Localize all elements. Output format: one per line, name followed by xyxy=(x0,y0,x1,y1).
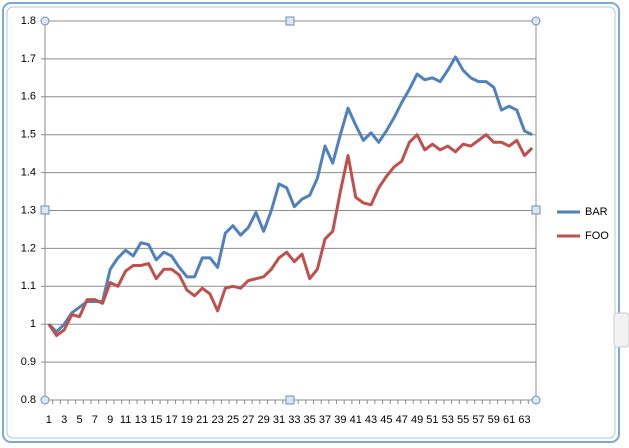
x-tick-label: 55 xyxy=(457,414,469,426)
x-tick-label: 41 xyxy=(350,414,362,426)
handle[interactable] xyxy=(531,16,541,26)
x-tick-label: 45 xyxy=(380,414,392,426)
legend-label: FOO xyxy=(585,230,609,242)
y-tick-label: 1.6 xyxy=(21,91,36,103)
x-tick-label: 27 xyxy=(242,414,254,426)
y-tick-label: 1 xyxy=(30,318,36,330)
series-line xyxy=(47,133,534,338)
handles xyxy=(40,16,541,405)
x-tick-label: 1 xyxy=(46,414,52,426)
x-tick-label: 3 xyxy=(61,414,67,426)
handle[interactable] xyxy=(531,205,541,215)
x-tick-label: 19 xyxy=(181,414,193,426)
x-tick-label: 63 xyxy=(518,414,530,426)
x-tick-label: 37 xyxy=(319,414,331,426)
x-tick-label: 53 xyxy=(442,414,454,426)
x-tick-label: 7 xyxy=(92,414,98,426)
handle[interactable] xyxy=(40,16,50,26)
y-tick-label: 1.1 xyxy=(21,280,36,292)
handle[interactable] xyxy=(285,16,295,26)
selection-frame-inner xyxy=(6,6,616,439)
x-tick-label: 15 xyxy=(150,414,162,426)
y-tick-label: 0.8 xyxy=(21,394,36,406)
y-tick-label: 1.2 xyxy=(21,242,36,254)
x-tick-label: 11 xyxy=(120,414,131,426)
y-tick-label: 1.3 xyxy=(21,204,36,216)
x-tick-label: 59 xyxy=(488,414,500,426)
y-tick-label: 1.4 xyxy=(21,167,36,179)
handle[interactable] xyxy=(40,205,50,215)
x-tick-label: 25 xyxy=(227,414,239,426)
plot-area: 0.80.911.11.21.31.41.51.61.71.81 3 5 7 9 11 13… xyxy=(21,15,610,426)
x-tick-label: 49 xyxy=(411,414,423,426)
y-tick-label: 1.5 xyxy=(21,129,36,141)
x-tick-label: 31 xyxy=(273,414,285,426)
x-tick-label: 21 xyxy=(196,414,208,426)
x-tick-label: 29 xyxy=(258,414,270,426)
legend-label: BAR xyxy=(585,206,608,218)
x-tick-label: 43 xyxy=(365,414,377,426)
x-tick-label: 9 xyxy=(107,414,113,426)
x-tick-label: 33 xyxy=(288,414,300,426)
x-tick-label: 35 xyxy=(304,414,316,426)
x-tick-label: 51 xyxy=(426,414,438,426)
handle[interactable] xyxy=(40,395,50,405)
handle[interactable] xyxy=(285,395,295,405)
x-tick-label: 23 xyxy=(211,414,223,426)
series-line xyxy=(47,55,533,334)
x-tick-label: 47 xyxy=(396,414,408,426)
y-tick-label: 0.9 xyxy=(21,356,36,368)
y-tick-label: 1.8 xyxy=(21,15,36,27)
scroll-handle[interactable] xyxy=(613,312,629,348)
x-tick-label: 39 xyxy=(334,414,346,426)
y-tick-label: 1.7 xyxy=(21,53,36,65)
x-tick-label: 57 xyxy=(472,414,484,426)
x-tick-label: 61 xyxy=(503,414,515,426)
x-tick-label: 17 xyxy=(165,414,177,426)
x-tick-label: 13 xyxy=(135,414,147,426)
x-tick-label: 5 xyxy=(76,414,82,426)
handle[interactable] xyxy=(531,395,541,405)
selection-frame xyxy=(2,2,620,443)
